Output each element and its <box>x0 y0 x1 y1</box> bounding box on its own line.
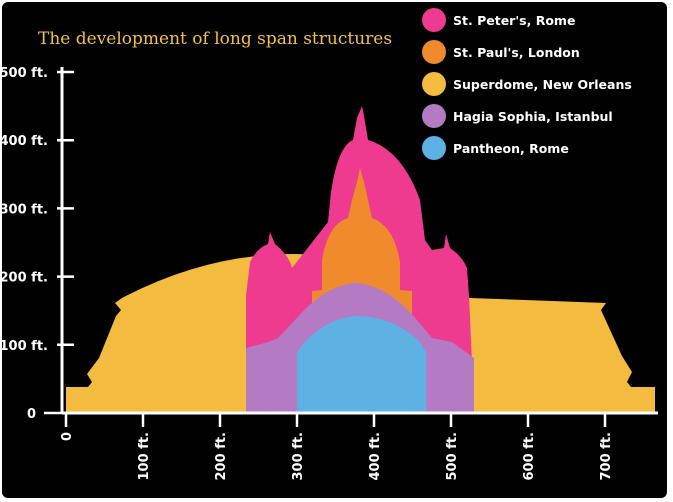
y-tick-label: 200 ft. <box>0 271 48 286</box>
legend-label: Pantheon, Rome <box>453 141 569 156</box>
pink-swatch-icon <box>422 8 446 32</box>
orange-swatch-icon <box>422 40 446 64</box>
legend-label: Hagia Sophia, Istanbul <box>453 109 613 124</box>
legend-label: St. Paul's, London <box>453 45 580 60</box>
purple-swatch-icon <box>422 104 446 128</box>
legend: St. Peter's, Rome St. Paul's, London Super… <box>422 8 632 160</box>
y-tick-label: 300 ft. <box>0 202 48 217</box>
y-tick-label: 100 ft. <box>0 339 48 354</box>
y-tick-label: 400 ft. <box>0 134 48 149</box>
x-tick-label: 100 ft. <box>137 432 152 480</box>
legend-label: St. Peter's, Rome <box>453 13 575 28</box>
pantheon-silhouette <box>297 316 426 413</box>
x-tick-label: 700 ft. <box>599 432 614 480</box>
x-tick-label: 600 ft. <box>522 432 537 480</box>
x-tick-label: 0 <box>60 432 75 441</box>
y-tick-label: 500 ft. <box>0 66 48 81</box>
x-tick-label: 300 ft. <box>291 432 306 480</box>
yellow-swatch-icon <box>422 72 446 96</box>
x-tick-label: 500 ft. <box>445 432 460 480</box>
y-tick-label: 0 <box>27 407 36 422</box>
x-tick-label: 400 ft. <box>368 432 383 480</box>
blue-swatch-icon <box>422 136 446 160</box>
diagram-title: The development of long span structures <box>38 29 392 49</box>
x-tick-label: 200 ft. <box>214 432 229 480</box>
legend-label: Superdome, New Orleans <box>453 77 632 92</box>
